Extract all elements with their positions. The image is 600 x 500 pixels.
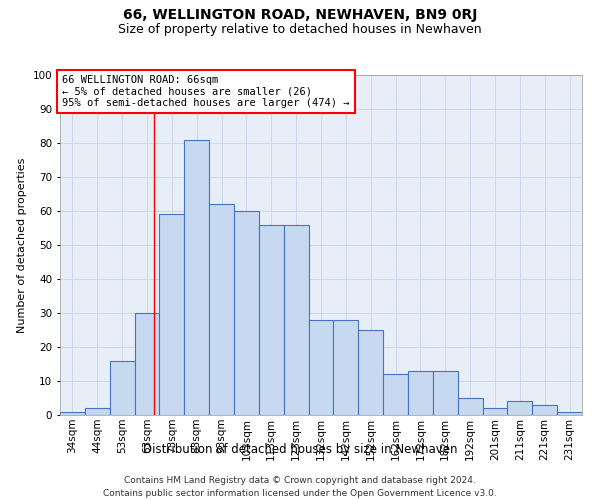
Bar bbox=[433, 371, 458, 415]
Text: 66 WELLINGTON ROAD: 66sqm
← 5% of detached houses are smaller (26)
95% of semi-d: 66 WELLINGTON ROAD: 66sqm ← 5% of detach… bbox=[62, 75, 350, 108]
Bar bbox=[209, 204, 234, 415]
Text: Contains public sector information licensed under the Open Government Licence v3: Contains public sector information licen… bbox=[103, 489, 497, 498]
Bar bbox=[234, 211, 259, 415]
Bar bbox=[308, 320, 334, 415]
Text: 66, WELLINGTON ROAD, NEWHAVEN, BN9 0RJ: 66, WELLINGTON ROAD, NEWHAVEN, BN9 0RJ bbox=[123, 8, 477, 22]
Bar bbox=[383, 374, 408, 415]
Bar bbox=[184, 140, 209, 415]
Text: Distribution of detached houses by size in Newhaven: Distribution of detached houses by size … bbox=[143, 442, 457, 456]
Bar bbox=[557, 412, 582, 415]
Bar bbox=[134, 313, 160, 415]
Bar bbox=[358, 330, 383, 415]
Bar bbox=[85, 408, 110, 415]
Bar bbox=[284, 224, 308, 415]
Bar bbox=[458, 398, 482, 415]
Bar bbox=[334, 320, 358, 415]
Bar bbox=[508, 402, 532, 415]
Text: Contains HM Land Registry data © Crown copyright and database right 2024.: Contains HM Land Registry data © Crown c… bbox=[124, 476, 476, 485]
Y-axis label: Number of detached properties: Number of detached properties bbox=[17, 158, 27, 332]
Bar bbox=[160, 214, 184, 415]
Bar bbox=[259, 224, 284, 415]
Bar bbox=[482, 408, 508, 415]
Bar bbox=[60, 412, 85, 415]
Bar bbox=[110, 360, 134, 415]
Text: Size of property relative to detached houses in Newhaven: Size of property relative to detached ho… bbox=[118, 22, 482, 36]
Bar bbox=[408, 371, 433, 415]
Bar bbox=[532, 405, 557, 415]
